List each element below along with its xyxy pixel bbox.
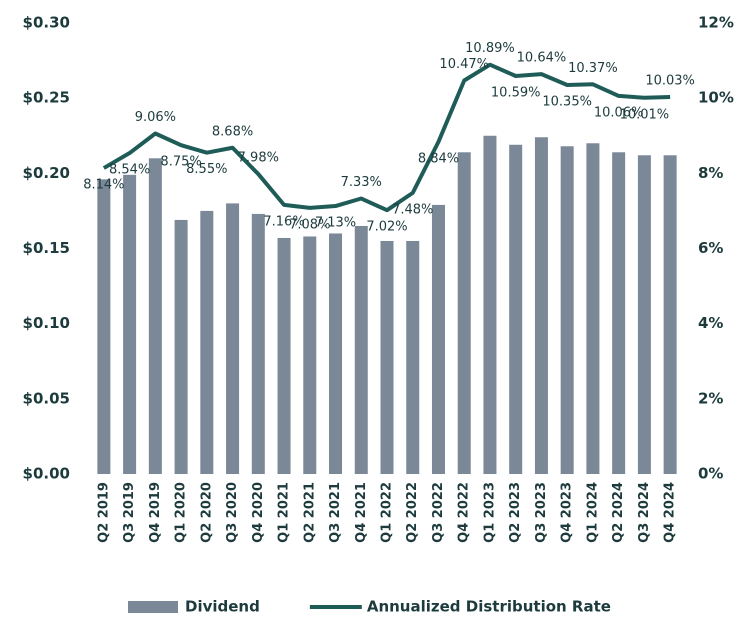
data-label: 8.14% [83,178,124,193]
data-label: 8.75% [160,155,201,170]
x-tick-label: Q4 2022 [457,482,472,543]
data-label: 10.89% [465,41,515,56]
data-label: 8.55% [186,162,227,177]
bar [277,237,291,474]
bar [200,210,214,474]
bar [457,152,471,474]
x-tick-label: Q1 2024 [585,482,600,543]
data-label: 9.06% [135,110,176,125]
x-tick-label: Q1 2020 [174,482,189,543]
x-tick-label: Q4 2023 [560,482,575,543]
bar [97,179,111,474]
data-label: 10.03% [645,74,695,89]
x-tick-label: Q1 2021 [277,482,292,543]
bar [637,155,651,474]
data-label: 10.59% [491,85,541,100]
y-tick-label: $0.15 [23,239,70,257]
x-tick-label: Q4 2019 [148,482,163,543]
bar [534,137,548,474]
x-tick-label: Q3 2021 [328,482,343,543]
y-tick-label: $0.05 [23,389,70,407]
data-label: 10.01% [620,107,670,122]
bar [431,204,445,475]
bar [174,219,188,474]
data-label: 10.06% [594,105,644,120]
x-tick-label: Q3 2019 [122,482,137,543]
y2-tick-label: 0% [698,465,723,483]
x-tick-label: Q1 2022 [380,482,395,543]
data-label: 7.33% [341,175,382,190]
bar [483,135,497,474]
x-tick-label: Q2 2020 [199,482,214,543]
data-label: 7.48% [392,202,433,217]
legend-swatch [128,601,178,613]
y2-tick-label: 12% [698,14,734,32]
data-label: 10.64% [517,51,567,66]
bar [612,152,626,474]
x-tick-label: Q3 2022 [431,482,446,543]
data-label: 10.47% [439,57,489,72]
data-label: 10.37% [568,61,618,76]
x-tick-label: Q3 2020 [225,482,240,543]
bar [123,174,137,474]
x-tick-label: Q2 2022 [405,482,420,543]
y-tick-label: $0.20 [23,164,70,182]
y-tick-label: $0.25 [23,89,70,107]
bar [329,233,343,474]
bar [226,203,240,474]
data-label: 7.08% [289,217,330,232]
y2-tick-label: 6% [698,239,723,257]
legend-label: Annualized Distribution Rate [367,598,611,616]
bar [406,240,420,474]
data-label: 10.35% [542,95,592,110]
data-label: 8.84% [418,151,459,166]
bar [148,158,162,475]
data-label: 8.68% [212,124,253,139]
bar [380,240,394,474]
x-tick-label: Q2 2019 [96,482,111,543]
bar [354,225,368,474]
data-label: 8.54% [109,163,150,178]
data-label: 7.13% [315,216,356,231]
x-tick-label: Q4 2024 [663,482,678,543]
bar [586,143,600,474]
data-label: 7.98% [238,151,279,166]
x-tick-label: Q2 2021 [302,482,317,543]
x-tick-label: Q2 2023 [508,482,523,543]
data-label: 7.16% [263,214,304,229]
line [102,62,671,213]
data-label: 7.02% [366,220,407,235]
x-tick-label: Q4 2021 [354,482,369,543]
x-tick-label: Q4 2020 [251,482,266,543]
bar [663,155,677,474]
bar [560,146,574,475]
y-tick-label: $0.30 [23,14,70,32]
legend-label: Dividend [185,598,260,616]
bar [509,144,523,474]
y2-tick-label: 10% [698,89,734,107]
y2-tick-label: 2% [698,389,723,407]
y-tick-label: $0.00 [23,465,70,483]
x-tick-label: Q3 2024 [637,482,652,543]
y2-tick-label: 4% [698,314,723,332]
bar [251,213,265,474]
bar [303,236,317,474]
x-tick-label: Q3 2023 [534,482,549,543]
y2-tick-label: 8% [698,164,723,182]
x-tick-label: Q2 2024 [611,482,626,543]
x-tick-label: Q1 2023 [482,482,497,543]
y-tick-label: $0.10 [23,314,70,332]
